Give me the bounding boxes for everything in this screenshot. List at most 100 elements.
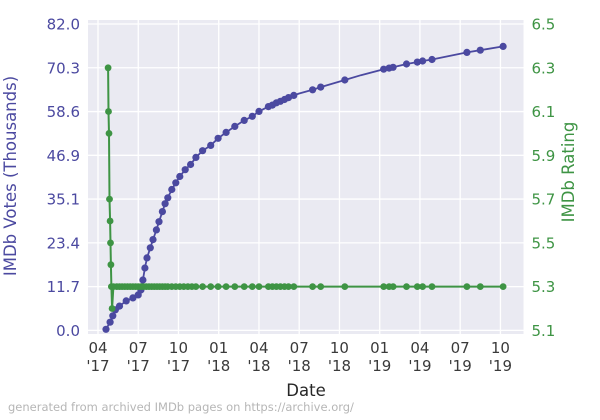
votes-point <box>161 200 169 208</box>
votes-point <box>115 302 124 310</box>
caption: generated from archived IMDb pages on ht… <box>8 400 354 414</box>
votes-point <box>192 153 200 161</box>
votes-point <box>255 107 263 115</box>
votes-point <box>181 166 189 174</box>
rating-point <box>106 195 113 203</box>
votes-point <box>168 185 176 194</box>
rating-point <box>192 283 200 290</box>
rating-point <box>285 283 292 290</box>
votes-point <box>240 116 248 124</box>
rating-point <box>309 283 316 290</box>
votes-point <box>152 226 160 234</box>
x-tick-year-label: '18 <box>288 357 311 375</box>
votes-point <box>109 312 117 320</box>
y-left-tick-label: 46.9 <box>47 147 80 165</box>
rating-point <box>199 283 207 290</box>
y-left-tick-label: 0.0 <box>56 322 80 340</box>
votes-point <box>143 254 151 262</box>
votes-point <box>290 91 298 99</box>
rating-point <box>105 130 113 137</box>
votes-point <box>164 194 172 202</box>
x-tick-month-label: 04 <box>410 339 429 357</box>
rating-point <box>380 283 388 290</box>
x-tick-year-label: '18 <box>247 357 270 375</box>
votes-point <box>158 208 166 216</box>
y-right-tick-label: 6.5 <box>532 16 556 34</box>
x-tick-year-label: '17 <box>167 357 190 375</box>
x-axis-label: Date <box>286 381 325 400</box>
y-left-tick-label: 23.4 <box>47 234 80 252</box>
rating-point <box>240 283 248 290</box>
rating-point <box>207 283 215 290</box>
x-tick-year-label: '19 <box>408 357 431 375</box>
votes-point <box>187 160 195 169</box>
votes-point <box>231 122 239 130</box>
votes-point <box>122 297 130 305</box>
votes-point <box>106 318 114 326</box>
rating-point <box>255 283 263 290</box>
votes-point <box>102 325 110 333</box>
x-tick-month-label: 07 <box>129 339 148 357</box>
rating-point <box>222 283 230 290</box>
x-tick-year-label: '18 <box>328 357 351 375</box>
x-tick-month-label: 01 <box>209 339 228 357</box>
y-right-tick-label: 5.5 <box>532 234 556 252</box>
votes-point <box>428 55 436 64</box>
y-right-tick-label: 5.9 <box>532 147 556 165</box>
votes-point <box>317 83 325 91</box>
y-left-tick-label: 70.3 <box>47 59 80 77</box>
rating-point <box>317 283 325 290</box>
y-right-tick-label: 6.1 <box>532 103 556 121</box>
rating-point <box>290 283 298 290</box>
rating-point <box>341 283 349 290</box>
rating-point <box>389 283 397 290</box>
votes-point <box>172 179 180 187</box>
rating-point <box>463 283 471 290</box>
votes-point <box>248 112 256 120</box>
y-right-tick-label: 5.3 <box>532 278 556 296</box>
votes-point <box>402 60 411 68</box>
x-tick-year-label: '19 <box>449 357 472 375</box>
rating-point <box>403 283 410 290</box>
y-right-tick-label: 5.1 <box>532 322 556 340</box>
rating-point <box>107 261 115 269</box>
votes-point <box>309 86 317 94</box>
x-tick-month-label: 04 <box>249 339 268 357</box>
votes-point <box>389 63 397 71</box>
x-tick-year-label: '19 <box>489 357 512 375</box>
y-left-tick-label: 11.7 <box>47 278 80 296</box>
votes-point <box>176 172 184 181</box>
rating-point <box>105 108 112 115</box>
y-left-tick-label: 82.0 <box>47 16 80 34</box>
votes-point <box>155 218 163 226</box>
votes-point <box>222 128 230 136</box>
votes-point <box>476 46 484 54</box>
votes-point <box>129 294 137 302</box>
x-tick-month-label: 10 <box>491 339 510 357</box>
votes-point <box>463 48 471 57</box>
votes-point <box>207 141 215 149</box>
rating-point <box>107 239 114 247</box>
votes-point <box>139 276 147 284</box>
rating-point <box>248 283 256 290</box>
votes-point <box>380 65 388 73</box>
x-tick-year-label: '19 <box>368 357 391 375</box>
votes-point <box>214 134 222 142</box>
x-tick-month-label: 10 <box>330 339 349 357</box>
votes-point <box>149 236 157 244</box>
votes-point <box>499 42 507 51</box>
y-right-tick-label: 6.3 <box>532 59 556 77</box>
votes-point <box>341 76 349 84</box>
rating-point <box>106 217 114 225</box>
votes-point <box>146 244 154 252</box>
x-tick-year-label: '17 <box>127 357 150 375</box>
x-tick-year-label: '17 <box>86 357 109 375</box>
rating-point <box>419 283 426 290</box>
rating-point <box>413 283 421 290</box>
y-left-tick-label: 58.6 <box>47 103 80 121</box>
plot-area <box>88 20 524 334</box>
rating-point <box>428 283 436 290</box>
votes-point <box>199 147 207 155</box>
